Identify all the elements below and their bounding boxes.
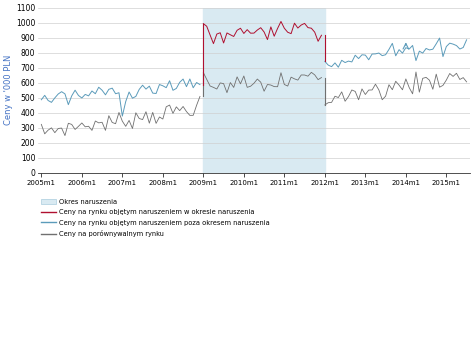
Bar [203,8,325,172]
Y-axis label: Ceny w '000 PLN: Ceny w '000 PLN [4,55,13,125]
Legend: Okres naruszenia, Ceny na rynku objętym naruszeniem w okresie naruszenia, Ceny n: Okres naruszenia, Ceny na rynku objętym … [41,199,270,237]
